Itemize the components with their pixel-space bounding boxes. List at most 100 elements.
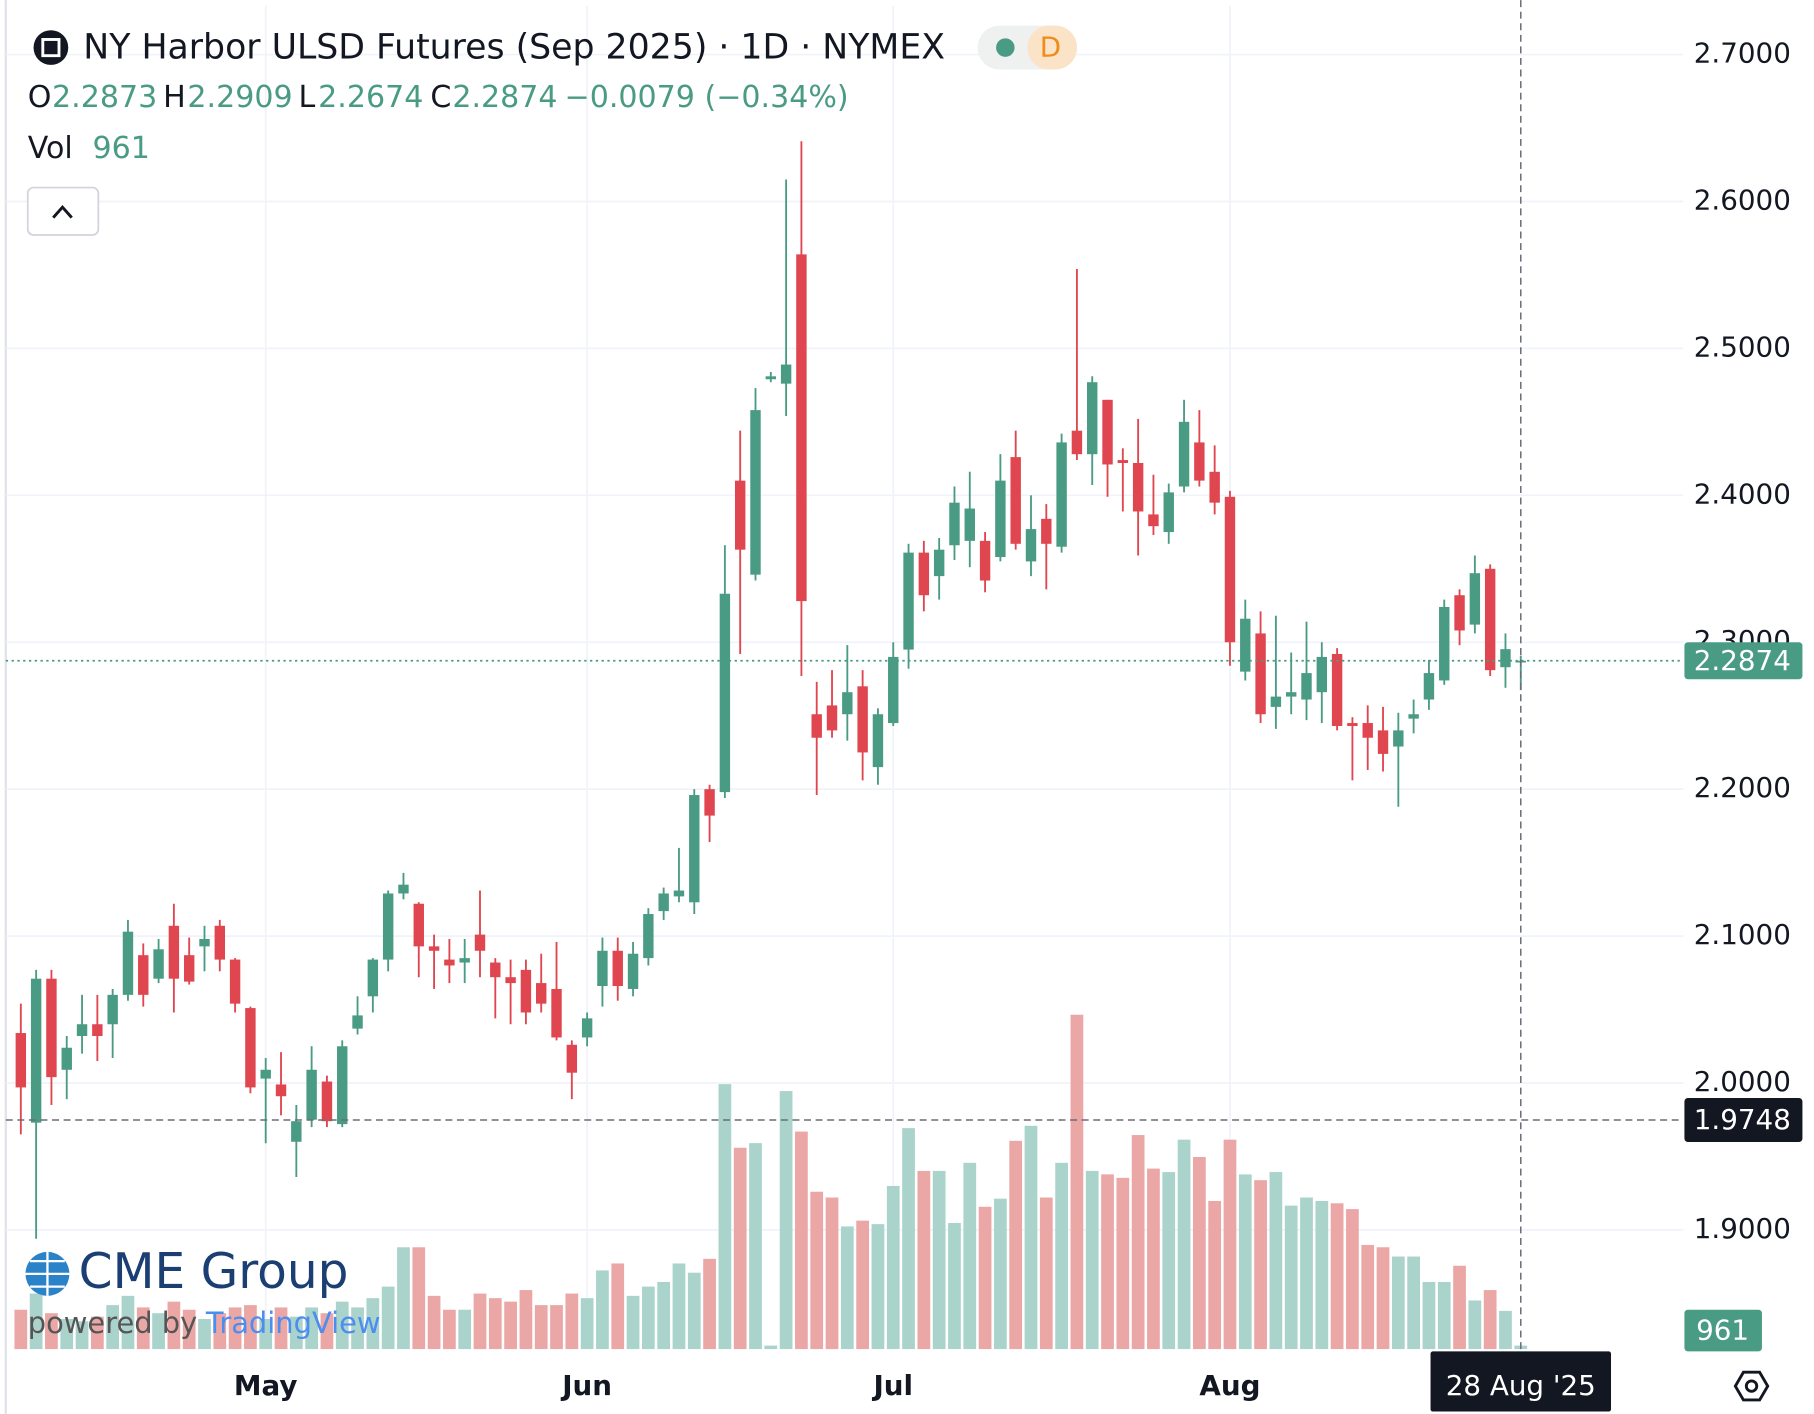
volume-bar (274, 1307, 288, 1350)
volume-bar (121, 1295, 135, 1350)
candle-body (918, 552, 930, 596)
volume-bar (75, 1321, 89, 1350)
volume-bar (320, 1313, 334, 1350)
candle-body (1285, 692, 1297, 697)
volume-tag (1684, 1309, 1762, 1352)
candle-body (15, 1033, 27, 1088)
volume-bar (213, 1313, 227, 1350)
candle-body (474, 934, 486, 951)
volume-bar (641, 1286, 655, 1350)
volume-bar (795, 1131, 808, 1350)
collapse-button[interactable] (26, 186, 100, 236)
volume-bar (14, 1309, 28, 1350)
candle-body (1240, 618, 1251, 672)
y-tick-label: 2.2000 (1694, 771, 1791, 804)
volume-bar (718, 1084, 732, 1350)
volume-bar (1422, 1281, 1436, 1350)
candle-body (719, 593, 731, 793)
candle-body (1041, 518, 1052, 544)
candle-body (76, 1024, 88, 1036)
crosshair-price-tag (1684, 1098, 1803, 1143)
symbol-icon-mark (41, 38, 61, 58)
candle-body (1469, 573, 1481, 625)
volume-bar (335, 1301, 349, 1350)
candle-body (1071, 430, 1083, 455)
volume-bar (29, 1293, 43, 1350)
y-tick-label: 2.0000 (1694, 1065, 1791, 1098)
volume-bar (825, 1197, 839, 1350)
candle-body (459, 958, 470, 963)
candle-body (490, 962, 501, 978)
candle-body (153, 949, 164, 979)
candle-body (597, 950, 608, 987)
volume-bar (412, 1247, 426, 1350)
candle-body (1010, 457, 1021, 544)
volume-bar (1070, 1014, 1084, 1350)
candle-body (505, 977, 516, 984)
candle-body (995, 480, 1006, 558)
low-value: 2.2674 (318, 80, 423, 115)
candle-body (306, 1069, 317, 1120)
change-value: −0.0079 (−0.34%) (565, 80, 849, 115)
candle-body (1301, 673, 1312, 700)
volume-bar (917, 1170, 931, 1350)
candle-body (780, 364, 792, 384)
volume-bar (657, 1281, 671, 1350)
volume-bar (1039, 1197, 1053, 1350)
close-value: 2.2874 (452, 80, 557, 115)
candle-body (734, 480, 746, 550)
legend: NY Harbor ULSD Futures (Sep 2025) · 1D ·… (26, 25, 1078, 236)
candle-body (321, 1081, 333, 1122)
cme-globe-lines (25, 1251, 70, 1296)
volume-bar (136, 1307, 150, 1350)
volume-bar (871, 1224, 885, 1350)
candle-body (30, 978, 42, 1123)
volume-bar (1284, 1205, 1298, 1350)
candle-body (444, 959, 455, 966)
tradingview: TradingView (205, 1306, 381, 1340)
close-label: C (430, 80, 451, 115)
settings-hex[interactable] (1733, 1370, 1770, 1402)
symbol-icon (33, 30, 69, 65)
open-value: 2.2873 (52, 80, 157, 115)
settings-dot (1744, 1379, 1759, 1393)
candle-body (689, 795, 700, 903)
settings-icon[interactable] (1733, 1370, 1770, 1402)
candle-body (1132, 462, 1144, 512)
volume-bar (167, 1301, 181, 1350)
candle-body (1255, 633, 1266, 715)
vol-value: 961 (93, 131, 150, 166)
volume-bar (672, 1263, 686, 1350)
crosshair-price-label: 1.9748 (1694, 1103, 1791, 1136)
candle-body (398, 884, 409, 894)
candle-body (1194, 442, 1205, 481)
volume-bar (1361, 1244, 1375, 1350)
volume-bar (1162, 1172, 1176, 1350)
volume-bar (932, 1170, 946, 1350)
candle-body (796, 254, 807, 602)
volume-bar (779, 1091, 793, 1350)
candle-body (1377, 730, 1389, 754)
candle-body (1316, 656, 1328, 693)
candle-body (1423, 673, 1435, 700)
volume-bar (1131, 1135, 1145, 1350)
volume-bar (994, 1198, 1007, 1350)
candle-body (260, 1069, 271, 1079)
candle-body (581, 1018, 593, 1038)
candle-body (367, 959, 379, 997)
volume-bar (550, 1305, 563, 1350)
candle-body (1025, 529, 1037, 562)
candle-body (428, 946, 440, 951)
volume-bar (1192, 1157, 1206, 1350)
candle-body (1178, 421, 1190, 487)
candle-body (46, 978, 57, 1078)
y-tick-label: 2.5000 (1694, 330, 1791, 363)
volume-bar (244, 1305, 257, 1350)
volume-bar (519, 1290, 533, 1350)
market-status-dot (996, 38, 1015, 57)
volume-bar (397, 1247, 410, 1350)
candle-body (61, 1047, 72, 1070)
volume-bar (351, 1307, 364, 1350)
candle-body (811, 714, 822, 738)
